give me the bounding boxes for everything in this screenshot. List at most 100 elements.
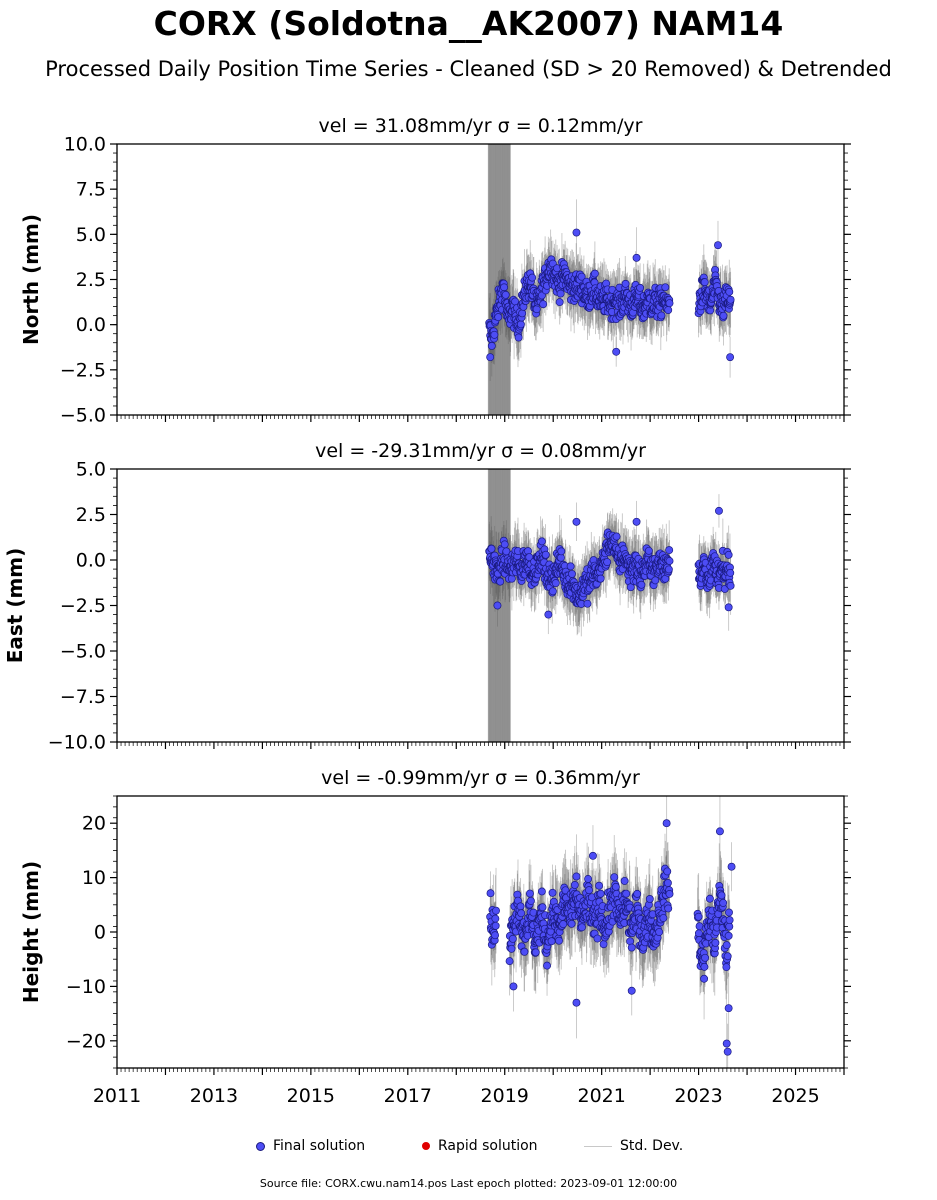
panel-height: −20 −10 0 10 20 2011 2013 2015 2017 2019 2021 2023 2…: [19, 767, 851, 1107]
legend: Final solution Rapid solution Std. Dev.: [250, 1138, 710, 1158]
final-solution-point: [621, 279, 630, 288]
final-solution-point: [657, 311, 666, 320]
legend-label-rapid: Rapid solution: [438, 1138, 538, 1154]
final-solution-point: [659, 914, 668, 922]
final-solution-point: [620, 876, 629, 885]
final-solution-point: [493, 601, 502, 610]
panel-subtitle-east: vel = -29.31mm/yr σ = 0.08mm/yr: [315, 440, 646, 462]
final-solution-point: [555, 936, 563, 945]
final-solution-point: [700, 962, 709, 971]
final-solution-point: [567, 919, 576, 928]
final-solution-point: [700, 278, 709, 287]
chart-title: CORX (Soldotna__AK2007) NAM14: [153, 4, 784, 43]
final-solution-point: [719, 898, 728, 907]
legend-marker-final: [256, 1141, 265, 1151]
legend-item-rapid: Rapid solution: [422, 1138, 538, 1154]
final-solution-point: [590, 269, 599, 278]
final-solution-point: [694, 912, 703, 921]
final-solution-point: [726, 353, 735, 362]
final-solution-point: [516, 902, 525, 911]
final-solution-point: [726, 568, 735, 577]
panel-east: −10.0 −7.5 −5.0 −2.5 0.0 2.5 5.0 vel = -29.31mm…: [3, 440, 851, 754]
axes-frame-north: [116, 143, 845, 416]
final-solution-point: [596, 574, 605, 583]
final-solution-point: [572, 228, 581, 237]
chart-subtitle: Processed Daily Position Time Series - C…: [45, 57, 892, 81]
final-solution-point: [722, 941, 731, 950]
panel-subtitle-height: vel = -0.99mm/yr σ = 0.36mm/yr: [321, 767, 640, 789]
final-solution-point: [492, 906, 500, 915]
x-tick-label: 2015: [287, 1085, 335, 1107]
y-tick-label: 0.0: [76, 314, 106, 336]
final-solution-point: [715, 506, 723, 515]
final-solution-point: [525, 889, 534, 898]
final-solution-point: [593, 934, 602, 943]
final-solution-point: [724, 550, 733, 559]
final-solution-point: [722, 963, 731, 972]
x-tick-label: 2013: [190, 1085, 238, 1107]
y-axis-label-height: Height (mm): [19, 861, 43, 1003]
final-solution-point: [584, 875, 593, 883]
panel-subtitle-north: vel = 31.08mm/yr σ = 0.12mm/yr: [319, 115, 643, 137]
final-solution-point: [665, 299, 674, 308]
final-solution-point: [490, 330, 499, 339]
final-solution-point: [651, 576, 660, 585]
final-solution-point: [636, 283, 645, 292]
plot-area-height: [486, 796, 736, 1068]
final-solution-point: [664, 306, 673, 314]
final-solution-point: [644, 546, 653, 555]
final-solution-point: [531, 948, 540, 957]
final-solution-point: [627, 943, 636, 952]
final-solution-point: [655, 928, 664, 937]
final-solution-point: [725, 922, 734, 931]
final-solution-point: [572, 517, 581, 526]
final-solution-point: [567, 569, 576, 578]
final-solution-point: [572, 872, 581, 881]
final-solution-point: [632, 517, 641, 526]
final-solution-point: [486, 889, 495, 898]
y-tick-label: −20: [66, 1030, 106, 1052]
final-solution-point: [711, 938, 720, 947]
y-tick-label: 5.0: [76, 459, 106, 481]
final-solution-point: [645, 894, 654, 903]
final-solution-point: [663, 867, 672, 876]
y-tick-label: −5.0: [60, 641, 106, 663]
final-solution-point: [544, 610, 553, 619]
final-solution-point: [537, 537, 546, 546]
final-solution-point: [701, 953, 710, 962]
final-solution-point: [526, 896, 535, 905]
y-tick-label: 2.5: [76, 269, 106, 291]
final-solution-point: [627, 986, 636, 995]
final-solution-point: [541, 550, 550, 559]
y-tick-label: 10.0: [64, 134, 106, 156]
axes-frame-east: [116, 468, 845, 743]
plot-area-north: [485, 144, 735, 415]
final-solution-point: [665, 889, 674, 898]
y-tick-label: 5.0: [76, 224, 106, 246]
y-tick-label: 0: [94, 922, 106, 944]
final-solution-point: [557, 547, 566, 556]
final-solution-point: [570, 881, 579, 889]
final-solution-point: [538, 903, 547, 912]
final-solution-point: [663, 879, 672, 887]
final-solution-point: [724, 931, 733, 940]
final-solution-point: [637, 580, 646, 589]
y-tick-label: −2.5: [60, 595, 106, 617]
final-solution-point: [537, 887, 546, 896]
final-solution-point: [577, 272, 586, 281]
final-solution-point: [661, 283, 670, 292]
x-tick-label: 2021: [577, 1085, 625, 1107]
final-solution-point: [585, 886, 594, 895]
final-solution-point: [714, 241, 722, 250]
plot-area-east: [485, 469, 735, 742]
legend-item-final: Final solution: [256, 1138, 365, 1154]
axes-frame-height: [116, 795, 845, 1069]
x-tick-label: 2025: [771, 1085, 819, 1107]
panel-north: −5.0 −2.5 0.0 2.5 5.0 7.5 10.0 vel = 31.08mm/yr…: [19, 115, 851, 427]
final-solution-point: [487, 544, 496, 553]
footer-source: Source file: CORX.cwu.nam14.pos Last epo…: [259, 1177, 678, 1190]
final-solution-point: [722, 1039, 731, 1048]
final-solution-point: [548, 587, 557, 596]
final-solution-point: [514, 333, 523, 342]
y-tick-label: 10: [82, 867, 106, 889]
